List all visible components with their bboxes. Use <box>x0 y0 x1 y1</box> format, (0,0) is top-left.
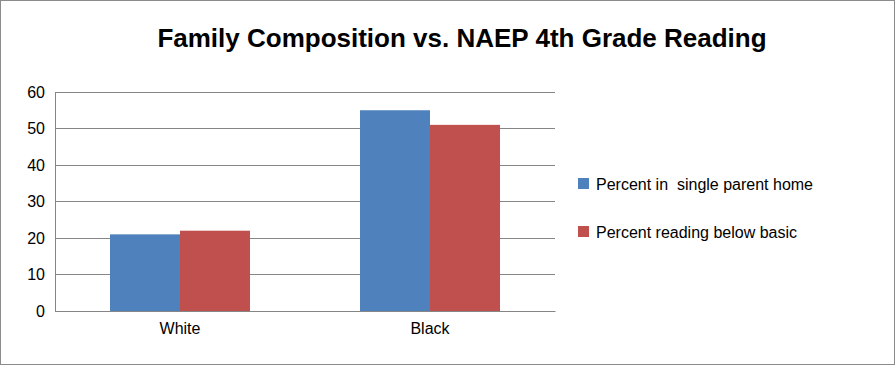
y-tick: 30 <box>27 193 55 210</box>
x-tick: White <box>160 311 201 337</box>
y-tick: 10 <box>27 266 55 283</box>
x-tick: Black <box>410 311 450 337</box>
legend: Percent in single parent home Percent rea… <box>578 176 813 241</box>
y-axis-line <box>55 93 56 312</box>
bar <box>430 125 500 311</box>
legend-swatch <box>578 178 589 189</box>
chart: Family Composition vs. NAEP 4th Grade Re… <box>0 0 895 365</box>
y-tick: 50 <box>27 120 55 137</box>
x-tick-label: White <box>160 320 201 337</box>
y-tick-label: 50 <box>27 120 45 137</box>
frame <box>1 1 895 365</box>
grid <box>55 92 555 311</box>
y-tick: 60 <box>27 84 55 101</box>
y-tick-label: 20 <box>27 230 45 247</box>
bar <box>110 234 180 311</box>
bars <box>110 110 500 311</box>
x-axis-line <box>56 311 556 312</box>
legend-label: Percent reading below basic <box>596 224 797 241</box>
grid-line <box>55 92 555 93</box>
legend-entry: Percent reading below basic <box>578 224 797 241</box>
x-tick-label: Black <box>410 320 450 337</box>
y-tick: 40 <box>27 157 55 174</box>
bar <box>180 231 250 311</box>
bar <box>360 110 430 311</box>
y-tick-label: 0 <box>36 303 45 320</box>
y-tick-label: 60 <box>27 84 45 101</box>
legend-swatch <box>578 226 589 237</box>
y-tick-label: 40 <box>27 157 45 174</box>
y-tick-label: 30 <box>27 193 45 210</box>
title: Family Composition vs. NAEP 4th Grade Re… <box>157 23 766 53</box>
y-axis: 0 10 20 30 40 50 60 <box>27 84 55 320</box>
y-tick: 20 <box>27 230 55 247</box>
y-tick-label: 10 <box>27 266 45 283</box>
y-tick: 0 <box>36 303 55 320</box>
x-axis: White Black <box>56 311 556 337</box>
legend-label: Percent in single parent home <box>596 176 813 193</box>
legend-entry: Percent in single parent home <box>578 176 813 193</box>
